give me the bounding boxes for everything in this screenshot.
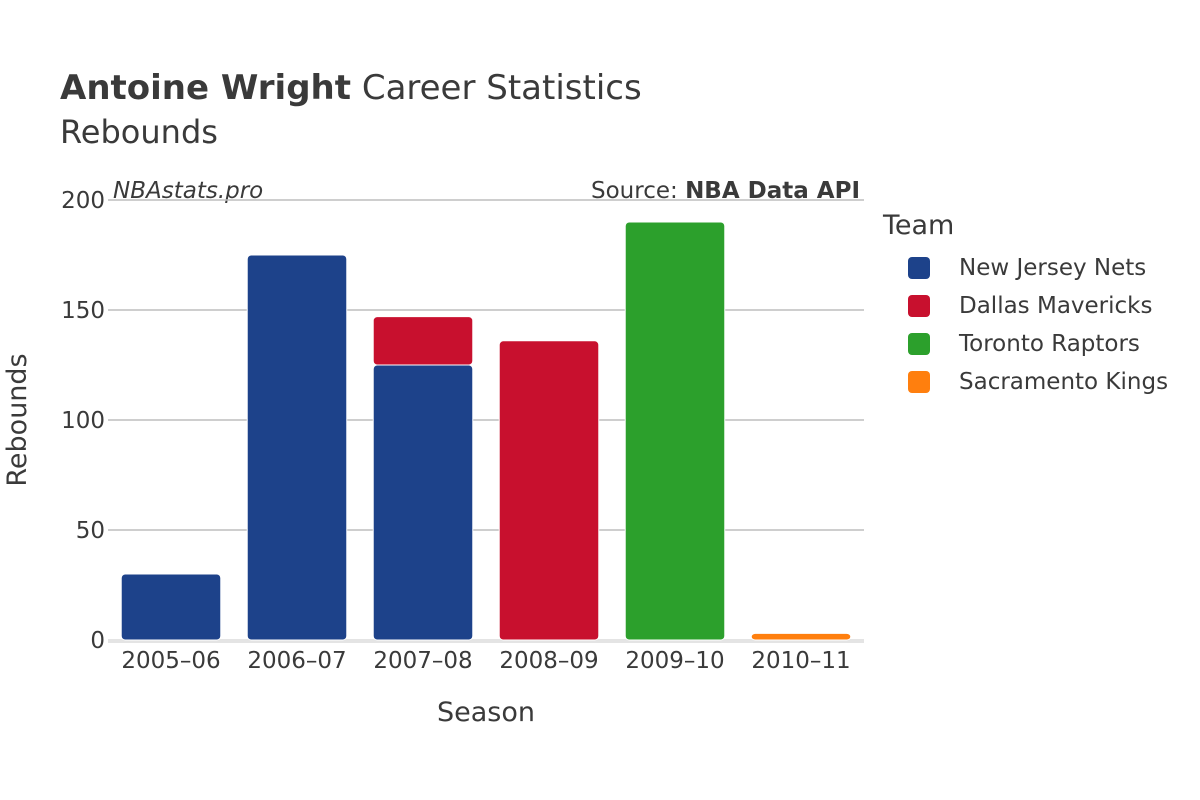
- legend-label: Sacramento Kings: [959, 369, 1169, 395]
- bar-sacramento-kings-2010–11[interactable]: [750, 632, 852, 641]
- legend-swatch: [908, 333, 930, 355]
- y-tick-label: 50: [76, 518, 105, 544]
- bar-dallas-mavericks-2008–09[interactable]: [498, 340, 600, 641]
- player-name: Antoine Wright: [60, 68, 352, 108]
- y-axis-label: Rebounds: [2, 353, 33, 486]
- y-axis-ticks: 0 50 100 150 200: [61, 188, 105, 654]
- legend-items: New Jersey Nets Dallas Mavericks Toronto R…: [883, 249, 1168, 401]
- legend-swatch: [908, 257, 930, 279]
- chart-title: Antoine Wright Career Statistics: [60, 68, 642, 108]
- title-suffix: Career Statistics: [351, 68, 642, 108]
- legend-item-sacramento-kings[interactable]: Sacramento Kings: [883, 363, 1168, 401]
- bars: [120, 221, 852, 641]
- gridlines: [108, 199, 864, 643]
- y-tick-label: 0: [90, 628, 105, 654]
- legend-title: Team: [883, 210, 955, 241]
- x-tick-label: 2005–06: [121, 648, 220, 674]
- bar-new-jersey-nets-2007–08[interactable]: [372, 364, 474, 641]
- y-tick-label: 100: [61, 408, 105, 434]
- x-axis-label: Season: [437, 697, 535, 728]
- x-tick-label: 2007–08: [373, 648, 472, 674]
- legend-item-new-jersey-nets[interactable]: New Jersey Nets: [883, 249, 1168, 287]
- legend-label: New Jersey Nets: [959, 255, 1147, 281]
- legend-item-dallas-mavericks[interactable]: Dallas Mavericks: [883, 287, 1168, 325]
- x-tick-label: 2009–10: [625, 648, 724, 674]
- x-tick-label: 2006–07: [247, 648, 346, 674]
- legend-swatch: [908, 371, 930, 393]
- x-axis-ticks: 2005–06 2006–07 2007–08 2008–09 2009–10 2010–…: [121, 648, 850, 674]
- bar-new-jersey-nets-2005–06[interactable]: [120, 573, 222, 641]
- x-tick-label: 2010–11: [751, 648, 850, 674]
- chart-subtitle: Rebounds: [60, 113, 218, 151]
- x-tick-label: 2008–09: [499, 648, 598, 674]
- legend-label: Toronto Raptors: [959, 331, 1140, 357]
- legend-swatch: [908, 295, 930, 317]
- legend-label: Dallas Mavericks: [959, 293, 1153, 319]
- legend-item-toronto-raptors[interactable]: Toronto Raptors: [883, 325, 1168, 363]
- bar-dallas-mavericks-2007–08[interactable]: [372, 316, 474, 366]
- y-tick-label: 150: [61, 298, 105, 324]
- legend: Team New Jersey Nets Dallas Mavericks Toro…: [883, 210, 1168, 401]
- bar-new-jersey-nets-2006–07[interactable]: [246, 254, 348, 641]
- bar-toronto-raptors-2009–10[interactable]: [624, 221, 726, 641]
- y-tick-label: 200: [61, 188, 105, 214]
